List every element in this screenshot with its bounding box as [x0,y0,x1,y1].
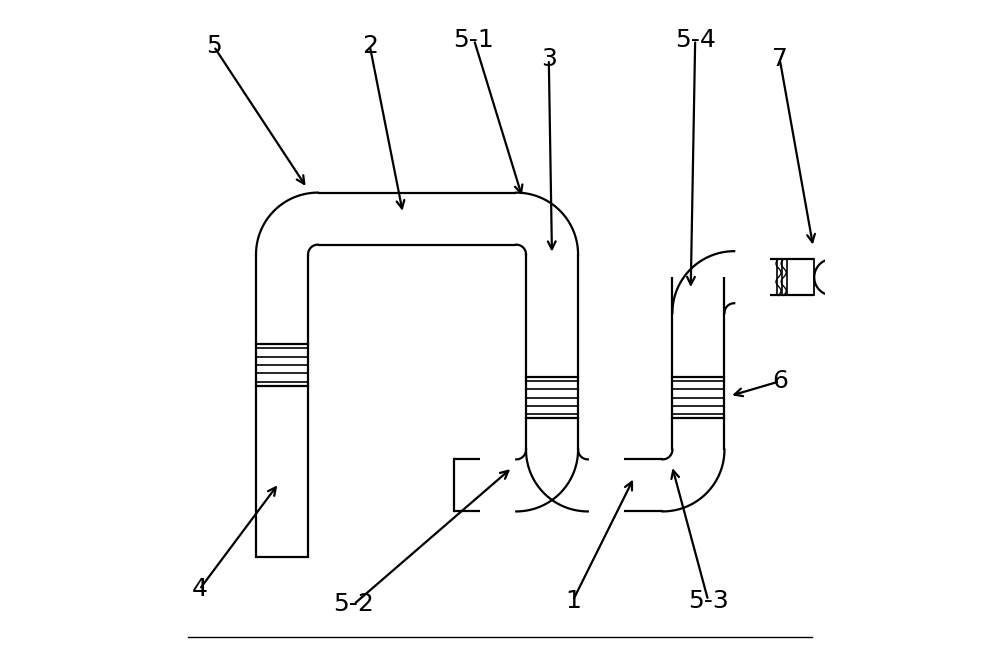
Text: 5: 5 [206,35,222,58]
Text: 3: 3 [541,47,557,71]
Text: 4: 4 [191,578,207,602]
Text: 5-3: 5-3 [688,589,729,613]
Text: 7: 7 [772,47,788,71]
Text: 5-4: 5-4 [675,28,716,52]
Text: 1: 1 [565,589,581,613]
Text: 2: 2 [362,35,378,58]
Text: 6: 6 [772,369,788,393]
Text: 5-2: 5-2 [333,593,374,616]
Text: 5-1: 5-1 [454,28,494,52]
